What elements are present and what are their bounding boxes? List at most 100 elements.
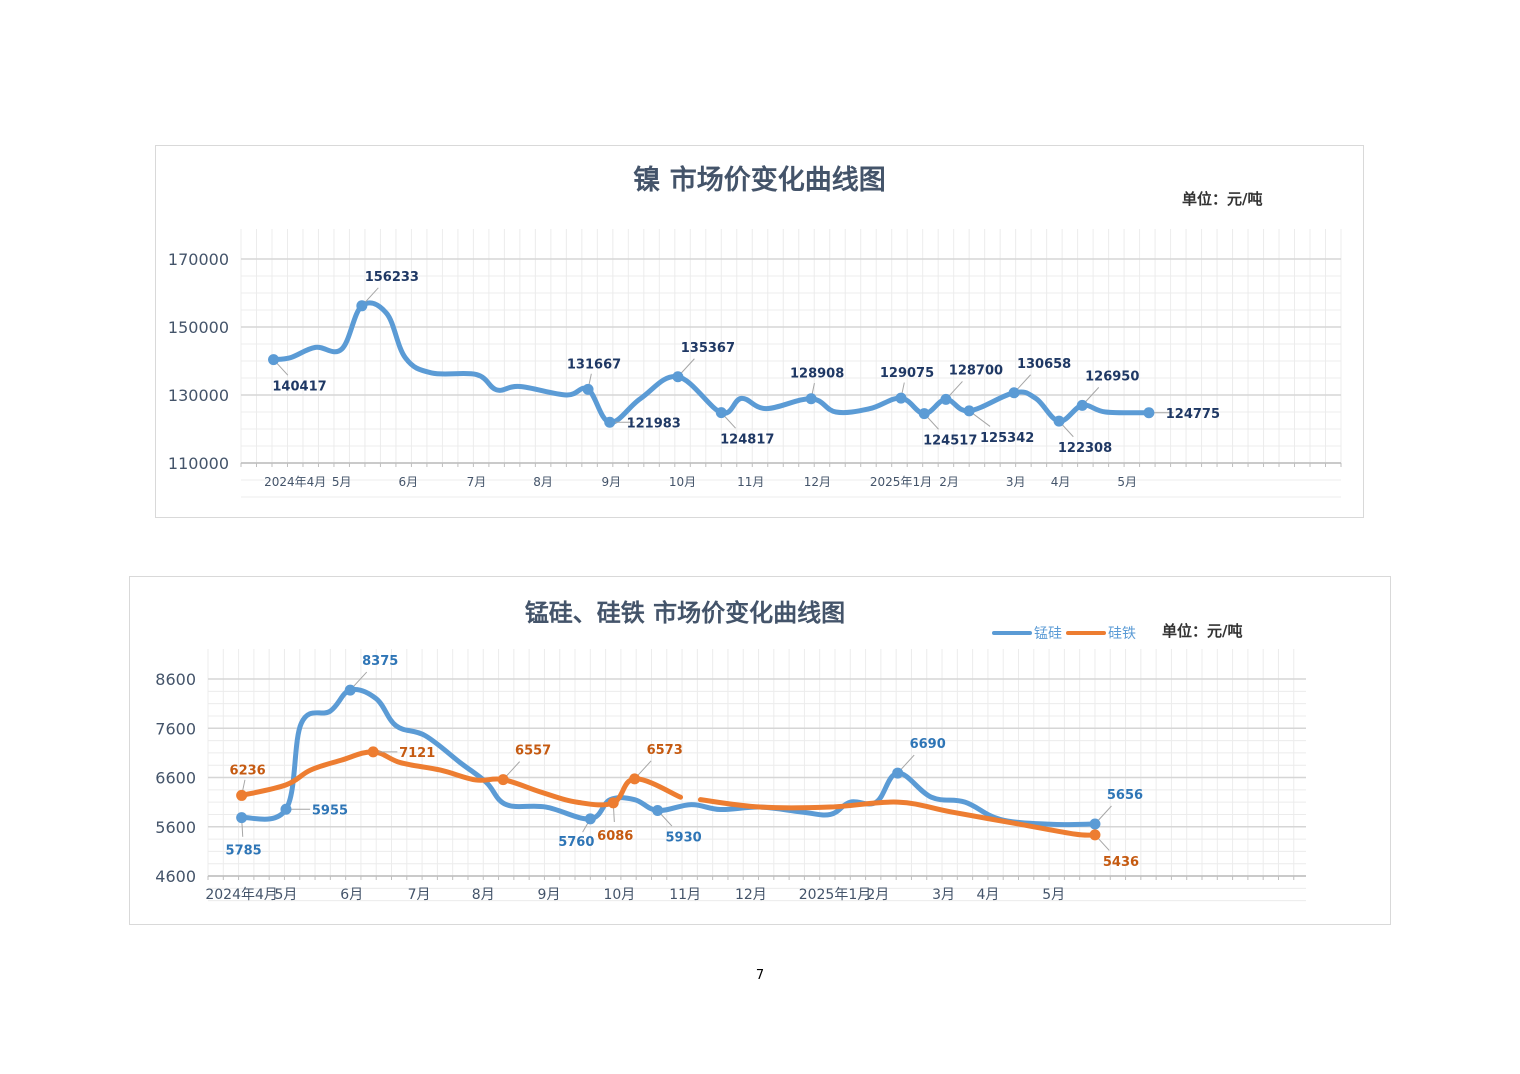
unit-label: 单位：元/吨 — [1182, 190, 1263, 208]
data-point — [584, 813, 596, 825]
y-tick-label: 170000 — [168, 250, 229, 269]
data-label: 125342 — [980, 431, 1034, 446]
chart-title: 镍 市场价变化曲线图 — [633, 165, 886, 196]
data-label: 5656 — [1107, 788, 1143, 803]
y-tick-label: 7600 — [155, 719, 196, 738]
x-tick-label: 6月 — [399, 475, 419, 489]
data-label: 124817 — [720, 433, 774, 448]
data-label: 122308 — [1058, 441, 1112, 456]
data-point — [940, 393, 952, 405]
data-label: 124775 — [1166, 407, 1220, 422]
y-tick-label: 8600 — [155, 670, 196, 689]
data-label: 126950 — [1085, 369, 1139, 384]
x-tick-label: 5月 — [332, 475, 352, 489]
data-point — [604, 416, 616, 428]
legend-swatch — [992, 631, 1032, 635]
y-tick-label: 6600 — [155, 769, 196, 788]
data-label: 128908 — [790, 367, 844, 382]
x-tick-label: 5月 — [1117, 475, 1137, 489]
data-point — [356, 300, 368, 312]
x-tick-label: 6月 — [340, 887, 363, 903]
legend-item-mnsi: 锰硅 — [992, 623, 1062, 643]
series-line-硅铁 — [697, 797, 1098, 838]
data-point — [236, 789, 248, 801]
x-tick-label: 9月 — [601, 475, 621, 489]
x-tick-label: 9月 — [538, 887, 561, 903]
y-tick-label: 110000 — [168, 454, 229, 473]
legend: 锰硅 硅铁 — [992, 623, 1140, 643]
data-point — [236, 812, 248, 824]
data-label: 124517 — [923, 434, 977, 449]
data-point — [497, 774, 509, 786]
data-label: 5760 — [558, 835, 594, 850]
manganese-silicon-ferrosilicon-chart: 4600 5600 6600 7600 8600 2024年4月 5月 6月 7月 8月 9月 10月… — [129, 576, 1391, 925]
data-point — [280, 803, 292, 815]
x-tick-label: 3月 — [1006, 475, 1026, 489]
data-point — [582, 383, 594, 395]
data-label: 131667 — [567, 357, 621, 372]
legend-item-fesi: 硅铁 — [1066, 623, 1136, 643]
y-tick-label: 4600 — [155, 867, 196, 886]
x-tick-label: 7月 — [408, 887, 431, 903]
nickel-price-chart: 110000 130000 150000 170000 2024年4月 5月 6月 7月 8月 9… — [155, 145, 1364, 518]
data-label: 140417 — [272, 380, 326, 395]
data-label: 156233 — [365, 270, 419, 285]
data-point — [1143, 407, 1155, 419]
x-tick-label: 2025年1月 — [870, 475, 932, 489]
data-point — [1008, 387, 1020, 399]
x-tick-label: 11月 — [737, 475, 764, 489]
data-point — [629, 773, 641, 785]
x-tick-label: 2024年4月 — [264, 475, 326, 489]
data-point — [1076, 399, 1088, 411]
y-tick-label: 130000 — [168, 386, 229, 405]
data-label: 129075 — [880, 366, 934, 381]
data-label: 5785 — [226, 844, 262, 859]
data-point — [1089, 829, 1101, 841]
data-point — [1053, 415, 1065, 427]
y-tick-label: 150000 — [168, 318, 229, 337]
nickel-chart-plot: 110000 130000 150000 170000 2024年4月 5月 6月 7月 8月 9… — [168, 229, 1342, 498]
data-label: 135367 — [681, 341, 735, 356]
data-point — [963, 405, 975, 417]
data-label: 6573 — [647, 743, 683, 758]
x-tick-label: 4月 — [976, 887, 999, 903]
data-point — [715, 407, 727, 419]
data-label: 130658 — [1017, 357, 1071, 372]
x-tick-label: 11月 — [669, 887, 701, 903]
x-tick-label: 12月 — [804, 475, 831, 489]
data-point — [895, 392, 907, 404]
data-label: 8375 — [362, 654, 398, 669]
data-label: 6236 — [230, 763, 266, 778]
x-tick-label: 2025年1月 — [799, 887, 872, 903]
data-point — [918, 408, 930, 420]
legend-label: 锰硅 — [1034, 626, 1062, 642]
x-tick-label: 2月 — [939, 475, 959, 489]
x-tick-label: 2月 — [866, 887, 889, 903]
data-point — [268, 354, 280, 366]
x-tick-label: 12月 — [735, 887, 767, 903]
x-tick-label: 5月 — [275, 887, 298, 903]
data-point — [672, 371, 684, 383]
x-tick-label: 3月 — [932, 887, 955, 903]
series-line-锰硅 — [239, 687, 1098, 828]
data-label: 7121 — [399, 746, 435, 761]
unit-label: 单位：元/吨 — [1162, 622, 1243, 640]
data-label: 128700 — [949, 363, 1003, 378]
data-point — [805, 393, 817, 405]
data-label: 5436 — [1103, 855, 1139, 870]
legend-label: 硅铁 — [1108, 626, 1136, 642]
data-point — [652, 804, 664, 816]
data-point — [892, 767, 904, 779]
data-label: 5930 — [666, 830, 702, 845]
y-tick-label: 5600 — [155, 818, 196, 837]
x-tick-label: 4月 — [1051, 475, 1071, 489]
data-label: 121983 — [627, 416, 681, 431]
data-point — [344, 684, 356, 696]
data-point — [607, 797, 619, 809]
page-number: 7 — [755, 968, 765, 983]
data-point — [1089, 818, 1101, 830]
x-tick-label: 7月 — [467, 475, 487, 489]
legend-swatch — [1066, 631, 1106, 635]
data-label: 6690 — [910, 737, 946, 752]
